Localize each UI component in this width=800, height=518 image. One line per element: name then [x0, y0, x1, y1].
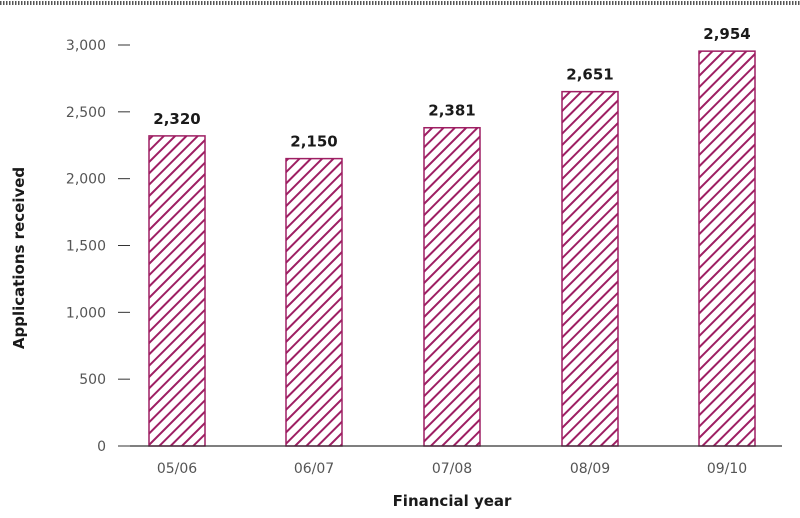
y-tick-label: 1,000	[66, 305, 106, 321]
x-tick-label: 06/07	[294, 461, 334, 477]
y-tick-label: 2,500	[66, 105, 106, 121]
data-label: 2,150	[290, 133, 337, 151]
x-axis-title: Financial year	[393, 492, 512, 510]
y-axis-ticks: 0 500 1,000 1,500 2,000 2,500 3,000	[66, 38, 130, 455]
data-label: 2,954	[703, 25, 750, 43]
x-tick-label: 09/10	[707, 461, 747, 477]
y-tick-label: 1,500	[66, 239, 106, 255]
bar-08-09	[561, 90, 619, 447]
x-axis-ticks: 05/06 06/07 07/08 08/09 09/10	[157, 461, 747, 477]
bar-07-08	[423, 126, 481, 447]
y-tick-label: 2,000	[66, 172, 106, 188]
data-label: 2,651	[566, 66, 613, 84]
data-label: 2,320	[153, 110, 200, 128]
bar-05-06	[148, 135, 206, 447]
x-tick-label: 05/06	[157, 461, 197, 477]
data-labels: 2,320 2,150 2,381 2,651 2,954	[153, 25, 750, 150]
bars	[148, 50, 756, 447]
y-axis-title: Applications received	[10, 167, 28, 349]
bar-06-07	[285, 157, 343, 447]
y-tick-label: 3,000	[66, 38, 106, 54]
data-label: 2,381	[428, 102, 475, 120]
y-tick-label: 500	[79, 372, 106, 388]
x-tick-label: 08/09	[570, 461, 610, 477]
bar-09-10	[698, 50, 756, 447]
x-tick-label: 07/08	[432, 461, 472, 477]
y-tick-label: 0	[97, 439, 106, 455]
